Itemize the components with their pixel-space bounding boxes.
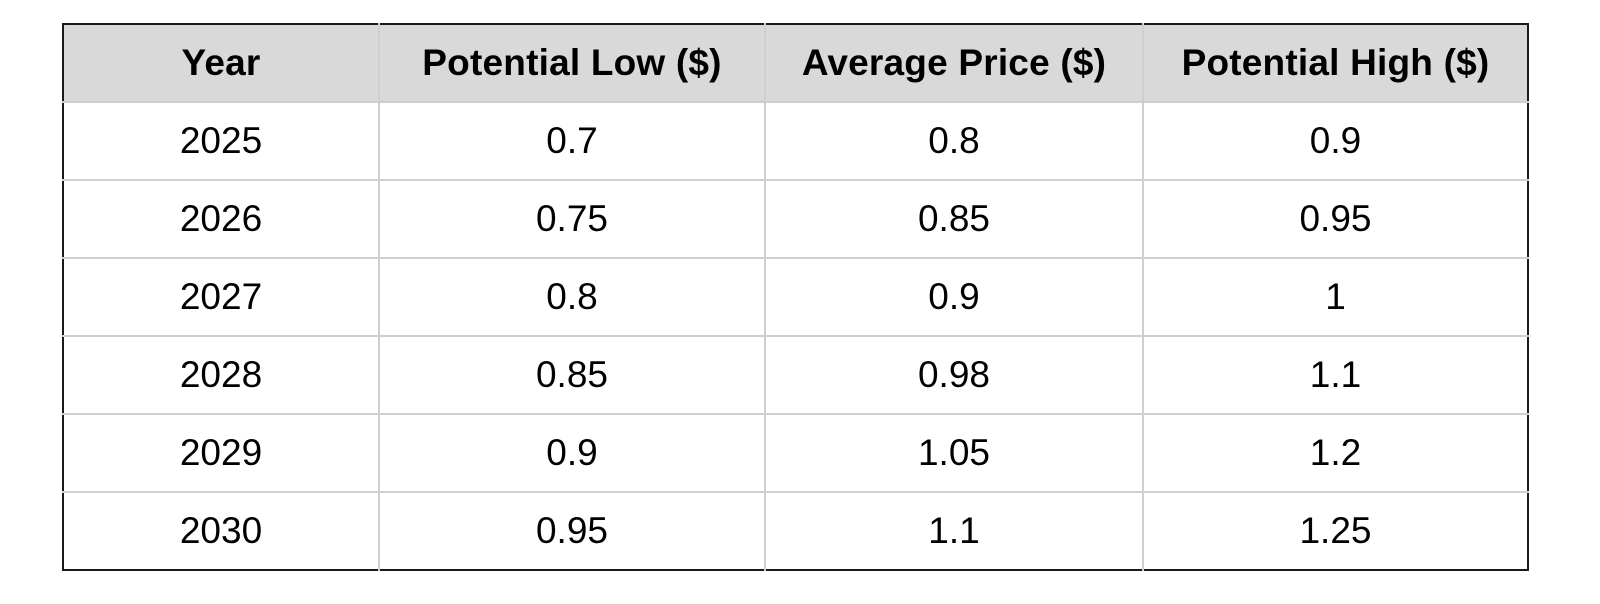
cell-potential-low: 0.95	[378, 491, 766, 570]
cell-year: 2030	[63, 491, 380, 570]
cell-average-price: 0.8	[764, 101, 1144, 181]
table-row: 2030 0.95 1.1 1.25	[63, 491, 1528, 570]
table-row: 2029 0.9 1.05 1.2	[63, 413, 1528, 493]
cell-potential-low: 0.8	[378, 257, 766, 337]
cell-potential-high: 1.1	[1142, 335, 1528, 415]
price-prediction-table: Year Potential Low ($) Average Price ($)…	[62, 23, 1529, 571]
header-potential-high: Potential High ($)	[1142, 24, 1528, 103]
cell-year: 2027	[63, 257, 380, 337]
cell-potential-high: 0.9	[1142, 101, 1528, 181]
cell-potential-high: 1.25	[1142, 491, 1528, 570]
cell-potential-high: 1.2	[1142, 413, 1528, 493]
cell-year: 2025	[63, 101, 380, 181]
cell-year: 2028	[63, 335, 380, 415]
cell-potential-low: 0.9	[378, 413, 766, 493]
price-prediction-table-container: Year Potential Low ($) Average Price ($)…	[62, 23, 1529, 571]
header-potential-low: Potential Low ($)	[378, 24, 766, 103]
cell-average-price: 0.98	[764, 335, 1144, 415]
table-row: 2025 0.7 0.8 0.9	[63, 101, 1528, 181]
header-average-price: Average Price ($)	[764, 24, 1144, 103]
cell-potential-low: 0.75	[378, 179, 766, 259]
cell-year: 2026	[63, 179, 380, 259]
table-row: 2027 0.8 0.9 1	[63, 257, 1528, 337]
table-header-row: Year Potential Low ($) Average Price ($)…	[63, 24, 1528, 103]
cell-potential-low: 0.7	[378, 101, 766, 181]
cell-average-price: 0.9	[764, 257, 1144, 337]
cell-potential-low: 0.85	[378, 335, 766, 415]
cell-average-price: 1.05	[764, 413, 1144, 493]
header-year: Year	[63, 24, 380, 103]
cell-potential-high: 0.95	[1142, 179, 1528, 259]
table-row: 2026 0.75 0.85 0.95	[63, 179, 1528, 259]
cell-average-price: 1.1	[764, 491, 1144, 570]
cell-potential-high: 1	[1142, 257, 1528, 337]
cell-average-price: 0.85	[764, 179, 1144, 259]
table-row: 2028 0.85 0.98 1.1	[63, 335, 1528, 415]
cell-year: 2029	[63, 413, 380, 493]
